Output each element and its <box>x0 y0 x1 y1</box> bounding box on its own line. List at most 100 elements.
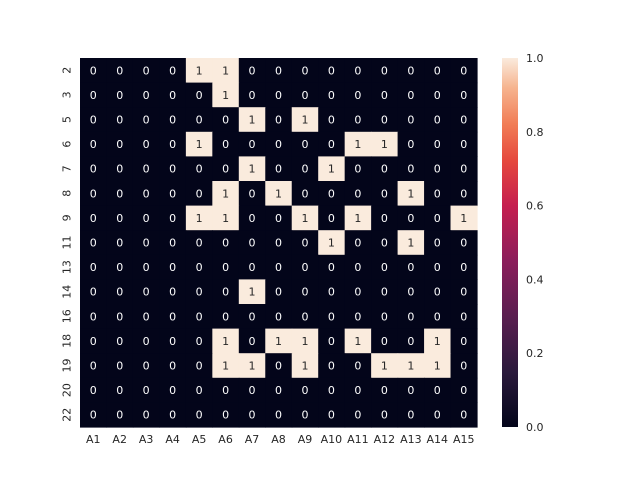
cell-value-label: 0 <box>90 163 97 176</box>
cell-value-label: 0 <box>328 384 335 397</box>
cell-value-label: 0 <box>275 138 282 151</box>
colorbar: 0.0 0.2 0.4 0.6 0.8 1.0 <box>502 52 544 434</box>
cell-value-label: 0 <box>90 64 97 77</box>
heatmap-cell <box>450 304 478 330</box>
cell-value-label: 0 <box>328 310 335 323</box>
cell-value-label: 0 <box>407 310 414 323</box>
heatmap-cell <box>185 353 213 379</box>
colorbar-tick-label: 0.6 <box>526 200 544 213</box>
cell-value-label: 0 <box>460 187 467 200</box>
x-tick-label: A13 <box>400 433 422 446</box>
heatmap-cell <box>291 181 319 207</box>
heatmap-cell <box>132 353 160 379</box>
heatmap-cell <box>238 156 266 182</box>
cell-value-label: 0 <box>143 163 150 176</box>
heatmap-cell <box>265 377 293 403</box>
x-tick-label: A7 <box>245 433 260 446</box>
heatmap-cell <box>371 402 399 428</box>
heatmap-cell <box>424 230 452 256</box>
heatmap-cell <box>132 181 160 207</box>
cell-value-label: 1 <box>434 360 441 373</box>
cell-value-label: 0 <box>354 237 361 250</box>
heatmap-cell <box>80 254 108 280</box>
heatmap-cell <box>291 254 319 280</box>
heatmap-cell <box>291 328 319 354</box>
cell-value-label: 0 <box>169 360 176 373</box>
cell-value-label: 1 <box>275 335 282 348</box>
heatmap-cell <box>238 107 266 133</box>
heatmap-cell <box>185 131 213 157</box>
cell-value-label: 1 <box>196 138 203 151</box>
heatmap-cell <box>106 279 134 305</box>
cell-value-label: 1 <box>222 89 229 102</box>
heatmap-cell <box>265 328 293 354</box>
heatmap-cell <box>238 230 266 256</box>
heatmap-cell <box>265 353 293 379</box>
heatmap-cell <box>344 181 372 207</box>
cell-value-label: 0 <box>275 261 282 274</box>
heatmap-cell <box>450 377 478 403</box>
cell-value-label: 0 <box>116 237 123 250</box>
heatmap-cell <box>106 230 134 256</box>
heatmap-cell <box>344 279 372 305</box>
heatmap-cell <box>424 205 452 231</box>
cell-value-label: 0 <box>116 286 123 299</box>
cell-value-label: 0 <box>90 409 97 422</box>
cell-value-label: 1 <box>222 360 229 373</box>
cell-value-label: 0 <box>169 237 176 250</box>
heatmap-cell <box>397 181 425 207</box>
heatmap-cell <box>318 230 346 256</box>
cell-value-label: 1 <box>196 212 203 225</box>
x-tick-label: A2 <box>112 433 127 446</box>
cell-value-label: 0 <box>143 409 150 422</box>
heatmap-cell <box>344 156 372 182</box>
heatmap-cell <box>318 107 346 133</box>
y-tick-label: 9 <box>61 214 74 221</box>
cell-value-label: 1 <box>354 138 361 151</box>
cell-value-label: 0 <box>301 187 308 200</box>
cell-value-label: 0 <box>90 114 97 127</box>
heatmap-cell <box>424 402 452 428</box>
heatmap-cell <box>397 254 425 280</box>
heatmap-cell <box>291 279 319 305</box>
heatmap-cell <box>424 58 452 84</box>
cell-value-label: 1 <box>460 212 467 225</box>
heatmap-cell <box>424 107 452 133</box>
cell-value-label: 0 <box>460 237 467 250</box>
cell-value-label: 0 <box>116 261 123 274</box>
cell-value-label: 0 <box>196 89 203 102</box>
heatmap-cell <box>424 156 452 182</box>
cell-value-label: 0 <box>143 261 150 274</box>
heatmap-cell <box>185 254 213 280</box>
heatmap-cells: 0 0 0 0 1 1 0 0 0 0 0 0 0 0 0 0 0 0 0 0 1 0 0 0 0 0 0 0 0 0 0 0 0 0 0 0 1 0 1 0… <box>80 58 478 428</box>
heatmap-cell <box>106 156 134 182</box>
heatmap-cell <box>185 205 213 231</box>
cell-value-label: 0 <box>407 335 414 348</box>
heatmap-cell <box>318 181 346 207</box>
heatmap-cell <box>291 107 319 133</box>
heatmap-cell <box>371 131 399 157</box>
cell-value-label: 0 <box>381 409 388 422</box>
cell-value-label: 1 <box>381 360 388 373</box>
cell-value-label: 0 <box>328 286 335 299</box>
cell-value-label: 0 <box>434 237 441 250</box>
heatmap-cell <box>371 205 399 231</box>
heatmap-cell <box>80 205 108 231</box>
cell-value-label: 0 <box>328 360 335 373</box>
cell-value-label: 1 <box>222 187 229 200</box>
colorbar-tick-label: 0.0 <box>526 421 544 434</box>
heatmap-cell <box>424 181 452 207</box>
cell-value-label: 0 <box>275 212 282 225</box>
cell-value-label: 0 <box>301 163 308 176</box>
cell-value-label: 0 <box>328 187 335 200</box>
heatmap-cell <box>291 131 319 157</box>
heatmap-cell <box>212 181 240 207</box>
cell-value-label: 0 <box>301 310 308 323</box>
heatmap-cell <box>397 205 425 231</box>
heatmap-cell <box>238 377 266 403</box>
cell-value-label: 0 <box>328 114 335 127</box>
cell-value-label: 0 <box>434 384 441 397</box>
heatmap-cell <box>159 82 187 108</box>
cell-value-label: 0 <box>90 310 97 323</box>
cell-value-label: 1 <box>434 335 441 348</box>
